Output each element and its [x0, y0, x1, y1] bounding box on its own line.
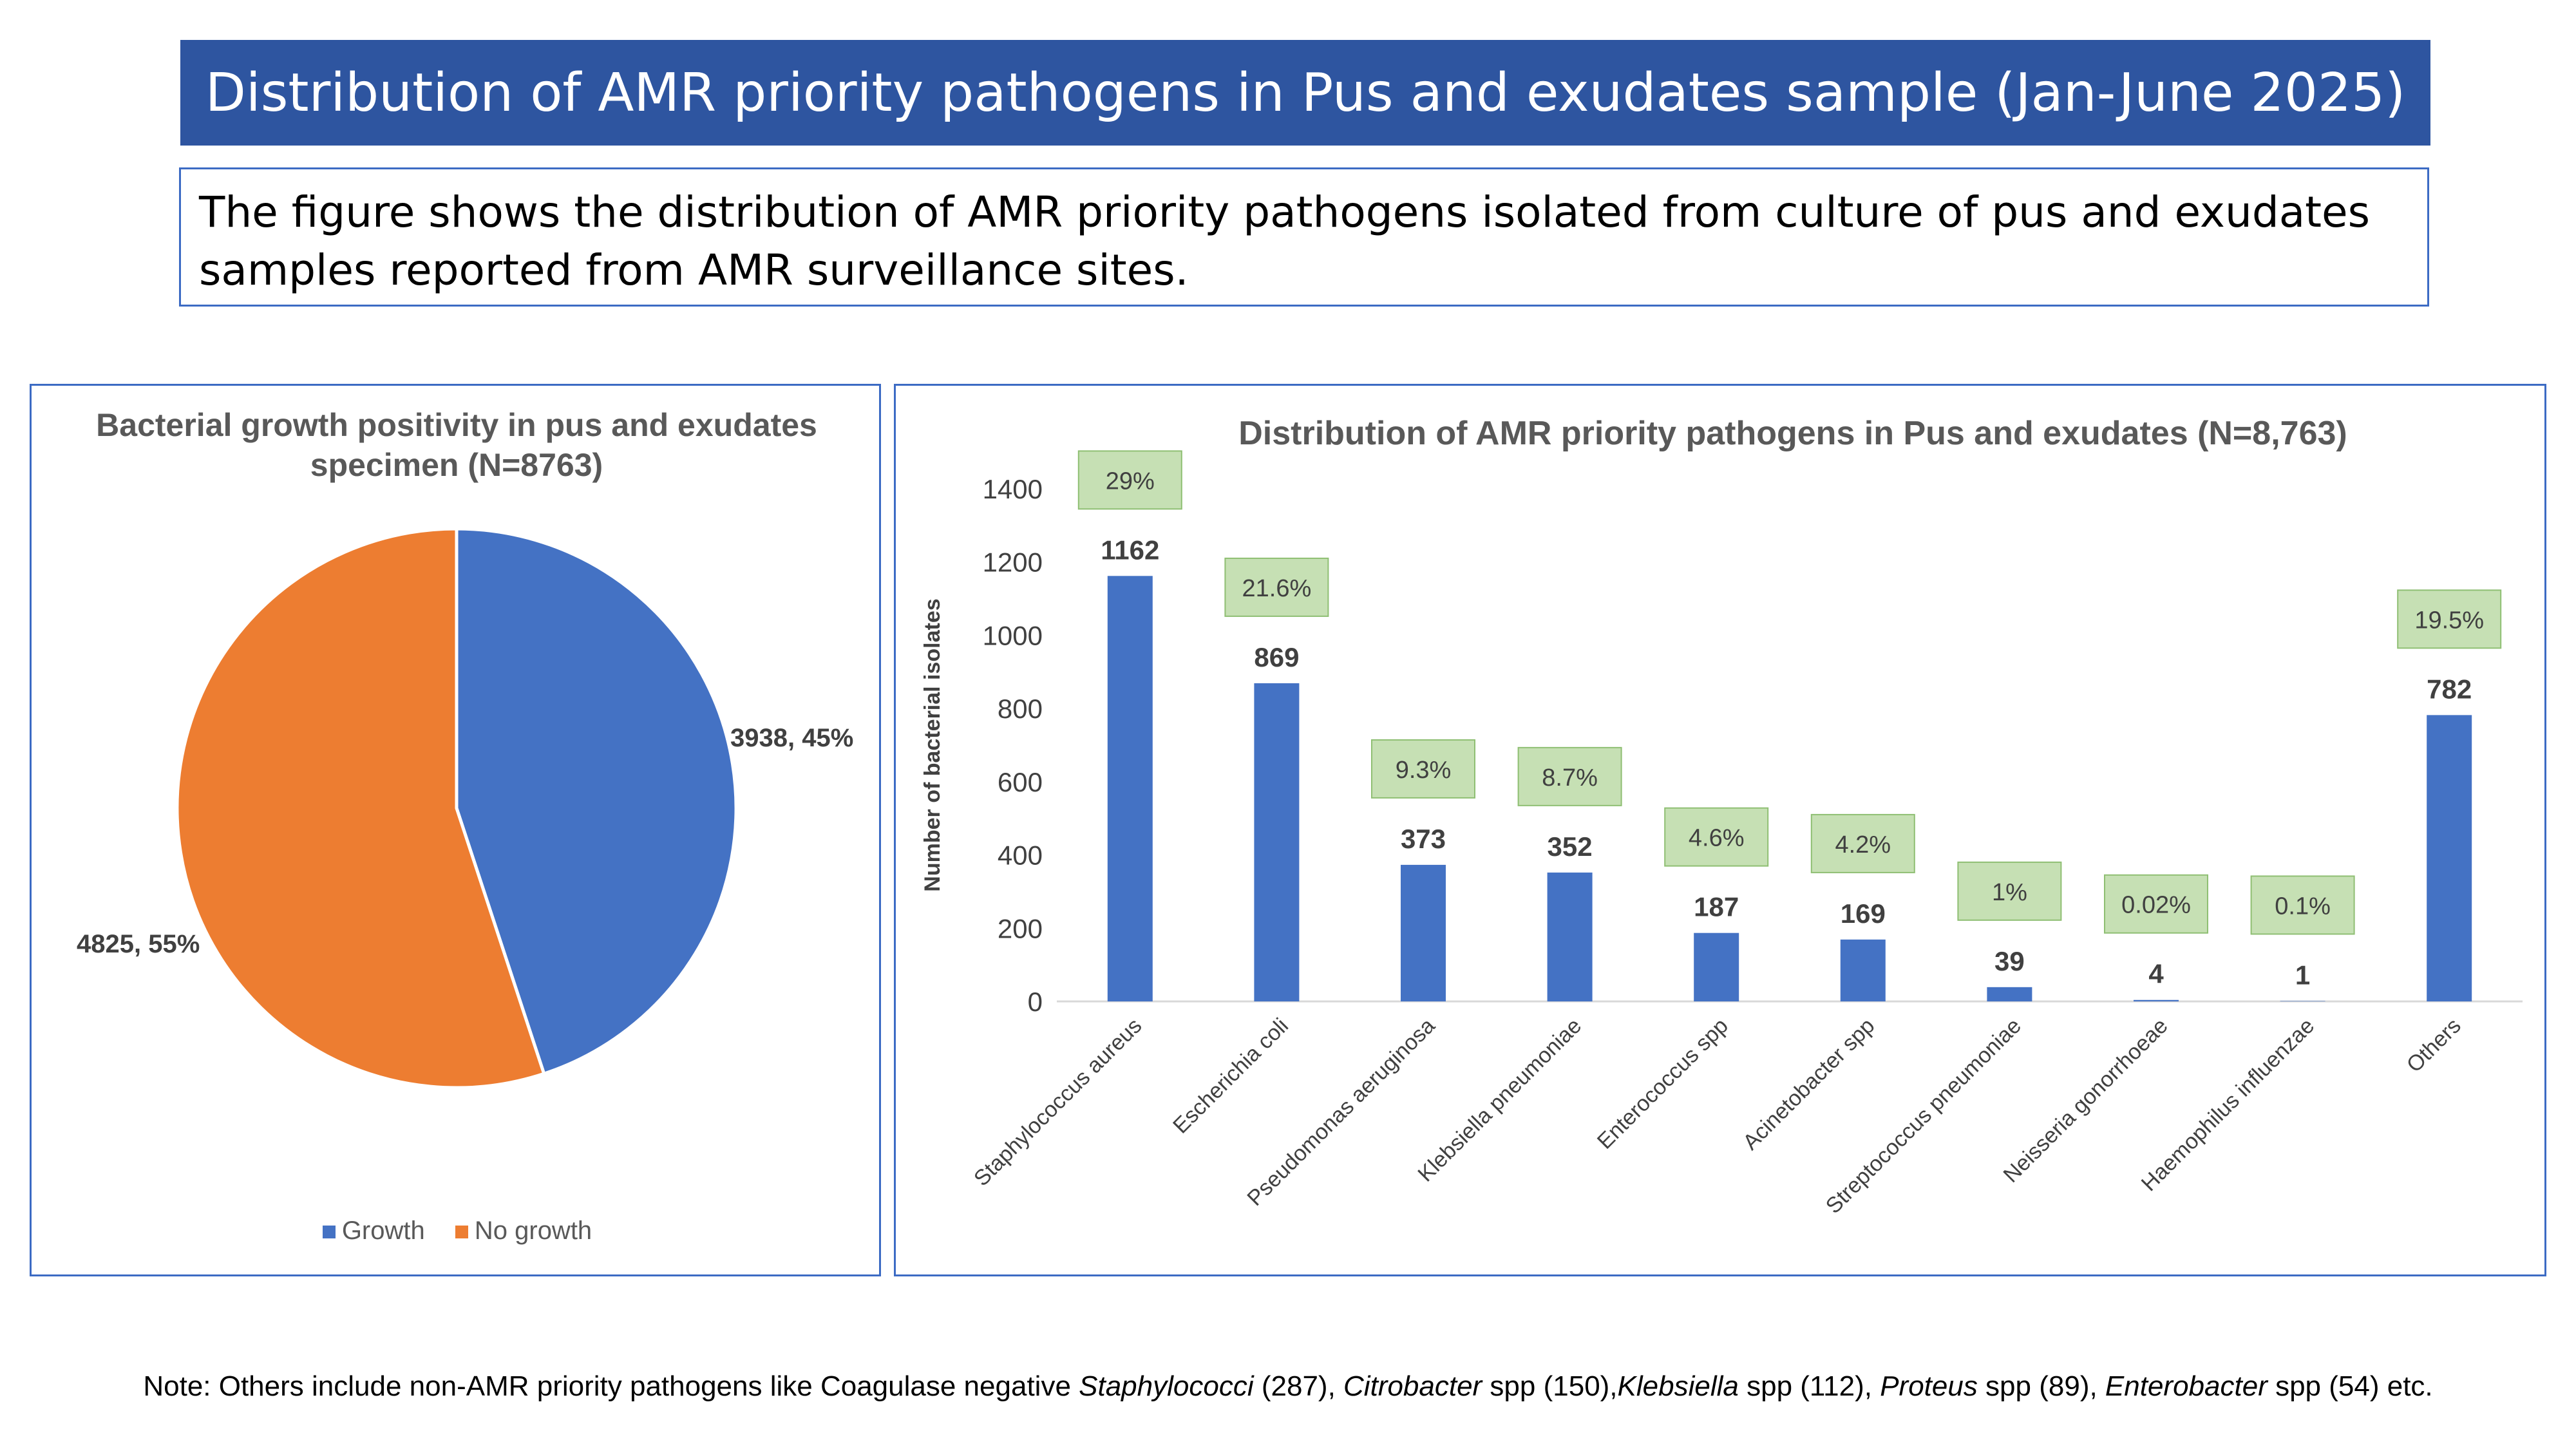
page-title: Distribution of AMR priority pathogens i…	[180, 40, 2430, 146]
footnote-part: Citrobacter	[1343, 1370, 1482, 1402]
percent-label: 4.6%	[1689, 825, 1745, 852]
x-category-label: Acinetobacter spp	[1738, 1014, 1879, 1155]
percent-label: 9.3%	[1396, 757, 1452, 784]
y-axis-label: Number of bacterial isolates	[920, 598, 945, 891]
x-category-label: Klebsiella pneumoniae	[1413, 1014, 1586, 1187]
x-category-label: Haemophilus influenzae	[2137, 1014, 2319, 1196]
footnote-part: spp (54) etc.	[2267, 1370, 2433, 1402]
footnote-part: Note: Others include non-AMR priority pa…	[143, 1370, 1079, 1402]
pie-slice-growth	[455, 527, 738, 1076]
legend-item-no-growth: No growth	[455, 1217, 592, 1245]
percent-label-box: 4.2%	[1810, 813, 1915, 873]
x-category-label: Others	[2402, 1014, 2466, 1077]
x-category-label: Staphylococcus aureus	[969, 1014, 1146, 1191]
legend-swatch-no-growth	[455, 1226, 468, 1239]
percent-label-box: 0.02%	[2104, 874, 2208, 934]
bar-value-label: 1	[2295, 960, 2310, 990]
bar-pseudomonas-aeruginosa	[1401, 864, 1446, 1001]
description-box: The figure shows the distribution of AMR…	[179, 167, 2429, 307]
bar-value-label: 352	[1548, 831, 1593, 862]
footnote-part: Staphylococci	[1079, 1370, 1254, 1402]
footnote-part: Klebsiella	[1617, 1370, 1739, 1402]
pie-slice-no-growth	[175, 527, 546, 1090]
percent-label-box: 9.3%	[1371, 739, 1475, 799]
x-category-label: Escherichia coli	[1168, 1014, 1293, 1139]
legend-item-growth: Growth	[322, 1217, 425, 1245]
pie-data-label-no-growth: 4825, 55%	[77, 930, 200, 958]
footnote-part: Enterobacter	[2105, 1370, 2268, 1402]
footnote-part: (287),	[1253, 1370, 1344, 1402]
bar-staphylococcus-aureus	[1107, 576, 1153, 1001]
bar-value-label: 1162	[1101, 535, 1159, 565]
y-tick-label: 0	[1028, 987, 1043, 1017]
y-tick-label: 1400	[983, 474, 1043, 504]
percent-label-background	[1957, 861, 2062, 921]
percent-label-background	[1517, 746, 1622, 806]
percent-label-background	[1664, 807, 1769, 867]
percent-label-background	[2250, 875, 2355, 935]
bar-value-label: 39	[1994, 946, 2025, 976]
percent-label-box: 4.6%	[1664, 807, 1769, 867]
bar-value-label: 373	[1401, 824, 1446, 854]
bar-others	[2427, 715, 2472, 1001]
percent-label-background	[2397, 589, 2502, 649]
legend-label-no-growth: No growth	[474, 1217, 592, 1245]
percent-label-background	[1810, 813, 1915, 873]
footnote-part: spp (150),	[1482, 1370, 1618, 1402]
pie-chart: 3938, 45% 4825, 55%	[77, 527, 853, 1090]
y-tick-label: 400	[998, 840, 1043, 871]
bar-neisseria-gonorrhoeae	[2134, 999, 2179, 1001]
y-tick-label: 800	[998, 694, 1043, 724]
percent-label: 1%	[1992, 879, 2027, 906]
bar-chart-panel: Distribution of AMR priority pathogens i…	[894, 384, 2546, 1276]
bar-chart: 0 200 400 600 800 1000 1200 1400 Number of bacte…	[920, 450, 2523, 1218]
footnote: Note: Others include non-AMR priority pa…	[0, 1370, 2576, 1403]
percent-label-box: 1%	[1957, 861, 2062, 921]
y-tick-label: 600	[998, 767, 1043, 797]
percent-label: 4.2%	[1835, 831, 1891, 858]
pie-chart-title: Bacterial growth positivity in pus and e…	[96, 407, 817, 483]
pie-legend: Growth No growth	[32, 1217, 883, 1245]
percent-label-box: 21.6%	[1224, 557, 1329, 617]
bar-value-label: 169	[1841, 898, 1886, 929]
percent-label: 0.02%	[2121, 892, 2191, 919]
bar-streptococcus-pneumoniae	[1987, 987, 2032, 1001]
percent-label: 8.7%	[1542, 764, 1598, 791]
y-tick-label: 200	[998, 913, 1043, 943]
percent-label-box: 0.1%	[2250, 875, 2355, 935]
x-category-label: Enterococcus spp	[1593, 1014, 1733, 1154]
footnote-part: spp (112),	[1738, 1370, 1880, 1402]
percent-label: 0.1%	[2275, 893, 2331, 920]
percent-label: 21.6%	[1242, 575, 1312, 602]
bar-value-label: 4	[2148, 959, 2164, 989]
footnote-part: spp (89),	[1977, 1370, 2105, 1402]
percent-label-box: 29%	[1077, 450, 1182, 510]
bar-enterococcus-spp	[1694, 933, 1739, 1001]
bar-chart-title: Distribution of AMR priority pathogens i…	[1238, 415, 2347, 452]
pie-chart-panel: Bacterial growth positivity in pus and e…	[30, 384, 881, 1276]
bar-value-label: 782	[2427, 674, 2472, 704]
x-category-label: Neisseria gonorrhoeae	[1999, 1014, 2173, 1188]
legend-label-growth: Growth	[341, 1217, 425, 1245]
y-tick-label: 1200	[983, 547, 1043, 578]
pie-data-label-growth: 3938, 45%	[730, 724, 853, 752]
bar-klebsiella-pneumoniae	[1547, 872, 1593, 1001]
bar-escherichia-coli	[1254, 683, 1300, 1001]
percent-label: 19.5%	[2414, 607, 2484, 634]
bar-value-label: 187	[1694, 892, 1739, 922]
percent-label-background	[1224, 557, 1329, 617]
percent-label-box: 19.5%	[2397, 589, 2502, 649]
percent-label-box: 8.7%	[1517, 746, 1622, 806]
percent-label-background	[2104, 874, 2208, 934]
percent-label: 29%	[1106, 468, 1155, 495]
legend-swatch-growth	[322, 1226, 336, 1239]
percent-label-background	[1077, 450, 1182, 510]
footnote-part: Proteus	[1880, 1370, 1978, 1402]
bar-value-label: 869	[1254, 642, 1299, 672]
percent-label-background	[1371, 739, 1475, 799]
y-tick-label: 1000	[983, 620, 1043, 650]
bar-acinetobacter-spp	[1840, 939, 1886, 1001]
